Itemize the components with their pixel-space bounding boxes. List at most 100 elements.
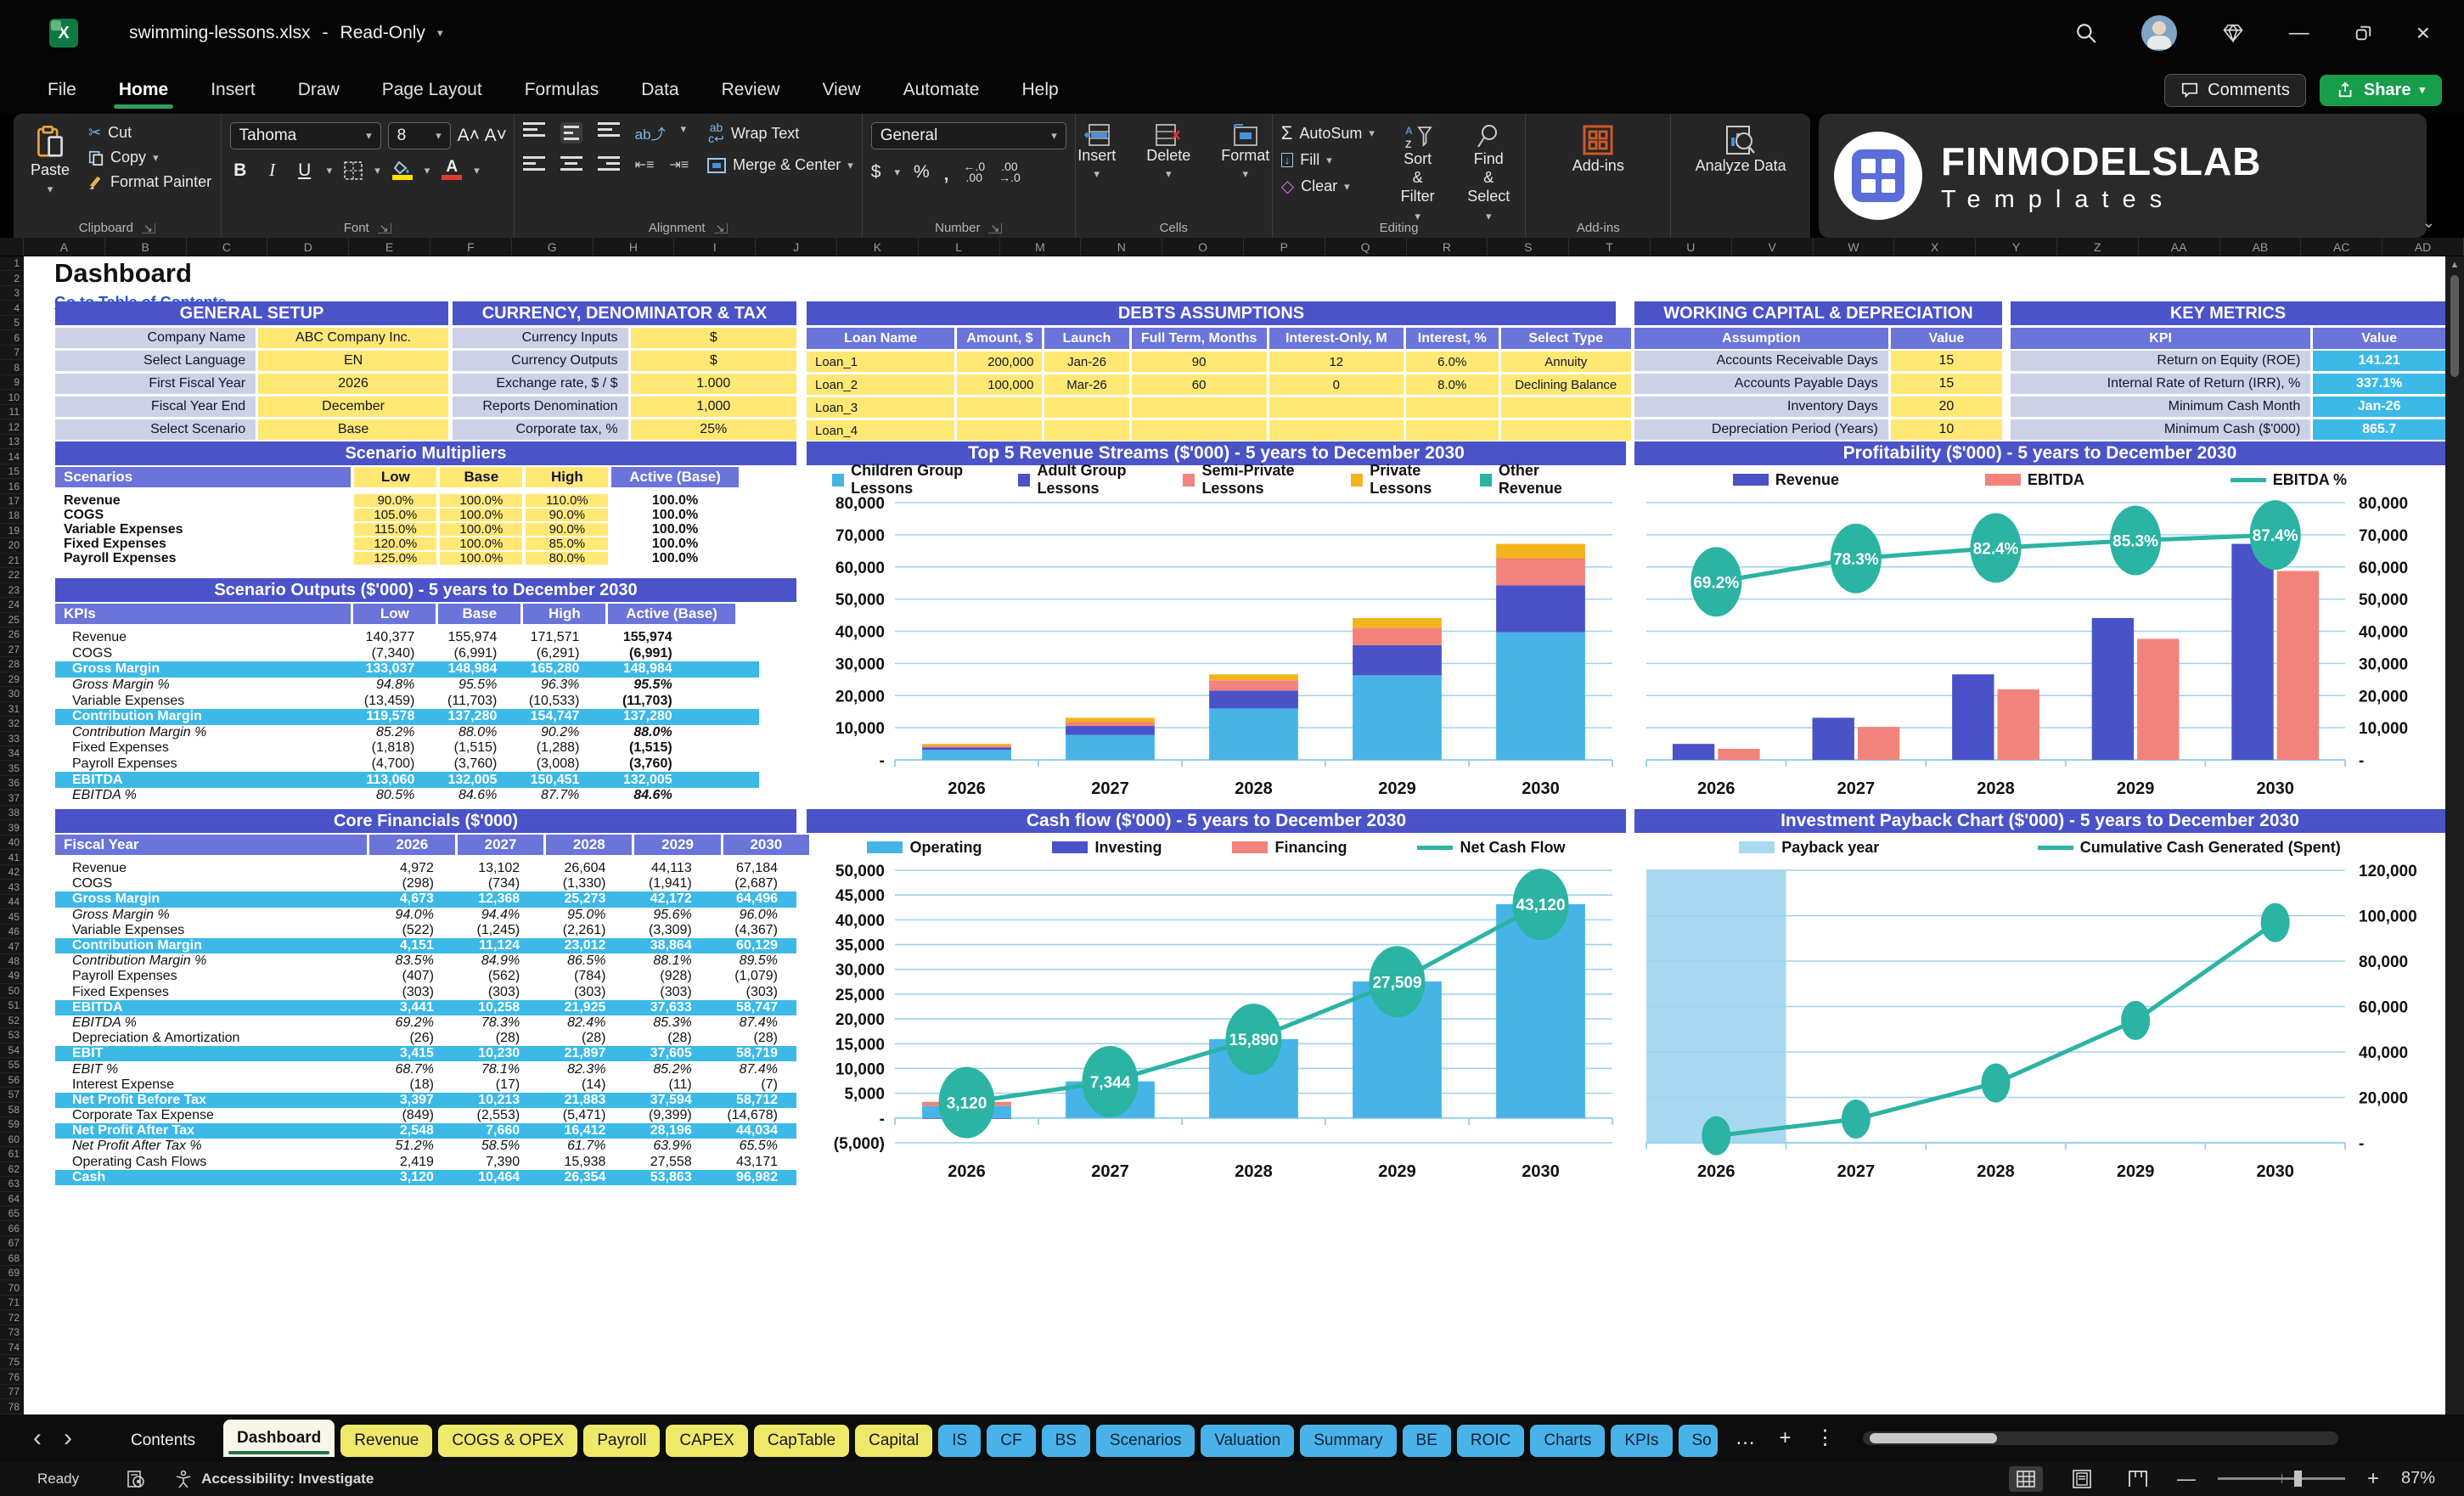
row-header-47[interactable]: 47	[0, 939, 24, 954]
column-header-T[interactable]: T	[1569, 238, 1651, 256]
row-header-77[interactable]: 77	[0, 1385, 24, 1400]
sheet-tab-is[interactable]: IS	[938, 1424, 982, 1457]
column-header-L[interactable]: L	[919, 238, 1000, 256]
cell-value[interactable]: 12	[1269, 352, 1404, 372]
row-header-76[interactable]: 76	[0, 1369, 24, 1385]
row-header-74[interactable]: 74	[0, 1340, 24, 1355]
sheet-tab-capital[interactable]: Capital	[855, 1424, 933, 1457]
copy-button[interactable]: Copy ▾	[88, 149, 211, 166]
row-header-73[interactable]: 73	[0, 1325, 24, 1341]
row-header-68[interactable]: 68	[0, 1251, 24, 1266]
sheet-tab-kpis[interactable]: KPIs	[1611, 1424, 1673, 1457]
row-header-55[interactable]: 55	[0, 1058, 24, 1073]
row-header-16[interactable]: 16	[0, 479, 24, 494]
row-header-71[interactable]: 71	[0, 1296, 24, 1311]
row-header-35[interactable]: 35	[0, 761, 24, 776]
row-header-48[interactable]: 48	[0, 954, 24, 970]
cell-value[interactable]: 90.0%	[354, 493, 437, 508]
cell-value[interactable]	[1405, 420, 1499, 441]
row-header-34[interactable]: 34	[0, 746, 24, 762]
row-header-75[interactable]: 75	[0, 1355, 24, 1370]
row-header-40[interactable]: 40	[0, 835, 24, 851]
cell-value[interactable]: $	[630, 351, 796, 371]
sheet-tab-summary[interactable]: Summary	[1300, 1424, 1397, 1457]
row-header-26[interactable]: 26	[0, 627, 24, 643]
cell-value[interactable]: 105.0%	[354, 508, 437, 522]
menu-tab-data[interactable]: Data	[641, 80, 679, 99]
cell-value[interactable]	[1500, 420, 1631, 441]
horizontal-scrollbar[interactable]	[1862, 1431, 2338, 1445]
cell-value[interactable]: 60	[1131, 374, 1267, 395]
cell-value[interactable]: Loan_2	[807, 374, 955, 395]
cell-value[interactable]: Loan_1	[807, 352, 955, 372]
row-header-4[interactable]: 4	[0, 301, 24, 316]
cell-value[interactable]: 25%	[630, 419, 796, 440]
row-header-70[interactable]: 70	[0, 1280, 24, 1296]
row-header-23[interactable]: 23	[0, 583, 24, 599]
cell-value[interactable]: 115.0%	[354, 522, 437, 537]
cell-value[interactable]: Mar-26	[1044, 374, 1129, 395]
sheet-tab-cf[interactable]: CF	[987, 1424, 1036, 1457]
column-header-D[interactable]: D	[267, 238, 350, 256]
row-header-60[interactable]: 60	[0, 1133, 24, 1148]
row-header-1[interactable]: 1	[0, 256, 24, 272]
column-header-W[interactable]: W	[1814, 238, 1895, 256]
column-header-I[interactable]: I	[674, 238, 757, 256]
menu-tab-home[interactable]: Home	[102, 73, 185, 109]
cell-value[interactable]	[1405, 397, 1499, 418]
cell-value[interactable]: 120.0%	[354, 537, 437, 551]
column-header-P[interactable]: P	[1244, 238, 1325, 256]
cell-value[interactable]: 8.0%	[1405, 374, 1499, 395]
fill-color-button[interactable]	[391, 160, 413, 180]
row-header-56[interactable]: 56	[0, 1073, 24, 1088]
italic-button[interactable]: I	[269, 160, 276, 180]
decrease-indent-icon[interactable]: ⇤≡	[634, 158, 655, 172]
column-header-C[interactable]: C	[187, 238, 268, 256]
row-header-69[interactable]: 69	[0, 1266, 24, 1281]
decrease-decimal-button[interactable]: .00 →.0	[999, 160, 1021, 184]
macro-record-icon[interactable]	[127, 1470, 145, 1488]
row-header-14[interactable]: 14	[0, 449, 24, 464]
menu-tab-draw[interactable]: Draw	[297, 80, 340, 99]
cell-value[interactable]: EN	[258, 351, 448, 371]
cell-value[interactable]: 10	[1890, 419, 2002, 440]
row-header-28[interactable]: 28	[0, 657, 24, 672]
menu-tab-view[interactable]: View	[822, 80, 861, 99]
column-header-Y[interactable]: Y	[1976, 238, 2057, 256]
cell-value[interactable]: 100.0%	[440, 493, 523, 508]
user-avatar[interactable]	[2141, 15, 2177, 51]
row-header-20[interactable]: 20	[0, 538, 24, 554]
vertical-scroll-thumb[interactable]	[2450, 275, 2459, 377]
column-header-M[interactable]: M	[1000, 238, 1082, 256]
cut-button[interactable]: ✂ Cut	[88, 124, 132, 141]
row-header-44[interactable]: 44	[0, 895, 24, 910]
cell-value[interactable]: 2026	[258, 374, 448, 394]
close-button[interactable]: ×	[2416, 20, 2430, 46]
column-header-O[interactable]: O	[1162, 238, 1244, 256]
column-header-AA[interactable]: AA	[2139, 238, 2220, 256]
column-header-E[interactable]: E	[349, 238, 430, 256]
row-header-12[interactable]: 12	[0, 419, 24, 435]
align-left-icon[interactable]	[522, 156, 545, 171]
page-layout-view-button[interactable]	[2065, 1466, 2099, 1492]
align-right-icon[interactable]	[597, 156, 620, 171]
cell-value[interactable]: 0	[1269, 374, 1404, 395]
row-header-21[interactable]: 21	[0, 554, 24, 569]
row-header-58[interactable]: 58	[0, 1103, 24, 1118]
cell-value[interactable]: 200,000	[957, 352, 1043, 372]
row-header-15[interactable]: 15	[0, 464, 24, 480]
column-header-H[interactable]: H	[593, 238, 675, 256]
row-header-19[interactable]: 19	[0, 524, 24, 539]
font-color-menu[interactable]: ▾	[474, 163, 480, 177]
merge-center-button[interactable]: Merge & Center ▾	[707, 156, 853, 174]
row-header-11[interactable]: 11	[0, 405, 24, 420]
underline-button[interactable]: U	[298, 160, 312, 180]
cell-value[interactable]	[1131, 420, 1267, 441]
sheet-tab-charts[interactable]: Charts	[1530, 1424, 1606, 1457]
menu-tab-help[interactable]: Help	[1021, 80, 1059, 99]
column-header-K[interactable]: K	[837, 238, 919, 256]
shrink-font-button[interactable]: A˅	[484, 126, 507, 145]
borders-icon[interactable]	[344, 160, 363, 180]
cell-value[interactable]: 20	[1890, 396, 2002, 417]
format-cells-button[interactable]: Format ▾	[1214, 122, 1276, 185]
